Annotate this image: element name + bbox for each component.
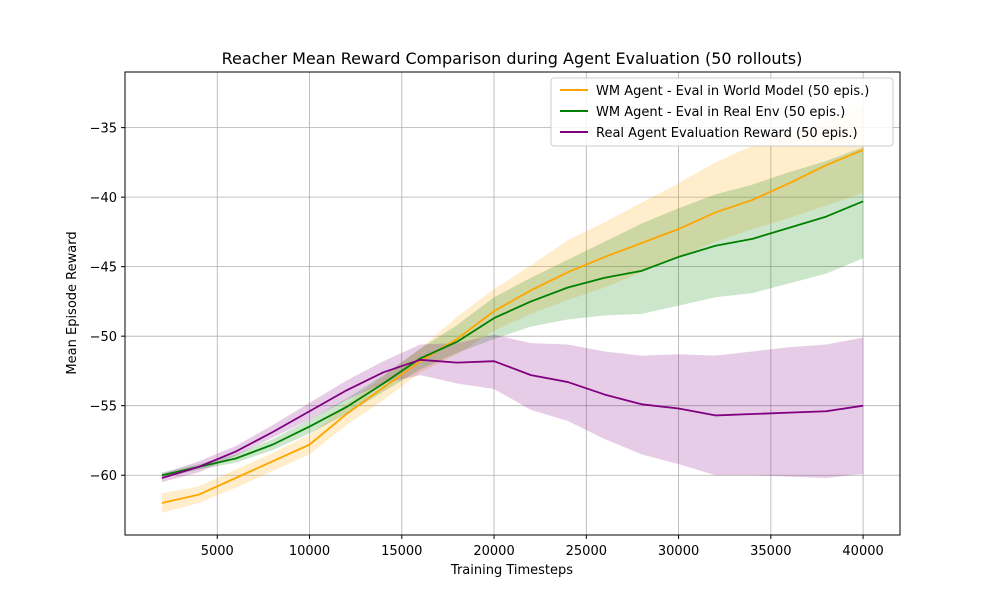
legend-box (550, 77, 894, 147)
x-tick-label: 5000 (201, 544, 234, 559)
y-tick-label: −45 (90, 261, 117, 276)
band-series-3 (161, 334, 864, 483)
series-lines (161, 149, 864, 504)
legend-label-3: Real Agent Evaluation Reward (50 epis.) (596, 126, 858, 141)
y-tick-label: −50 (90, 330, 117, 345)
legend: WM Agent - Eval in World Model (50 epis.… (550, 77, 894, 147)
y-tick-label: −60 (90, 469, 117, 484)
x-tick-label: 30000 (658, 544, 699, 559)
legend-label-2: WM Agent - Eval in Real Env (50 epis.) (596, 105, 845, 120)
x-tick-label: 15000 (381, 544, 422, 559)
x-tick-label: 25000 (566, 544, 607, 559)
line-series-3 (161, 358, 864, 479)
line-series-1 (161, 149, 864, 504)
y-tick-label: −40 (90, 191, 117, 206)
chart-title: Reacher Mean Reward Comparison during Ag… (222, 49, 803, 68)
x-tick-label: 40000 (842, 544, 883, 559)
x-tick-label: 20000 (473, 544, 514, 559)
x-tick-label: 35000 (750, 544, 791, 559)
x-axis-ticks: 5000 10000 15000 20000 25000 30000 35000 40000 (201, 535, 884, 559)
y-tick-label: −35 (90, 122, 117, 137)
legend-label-1: WM Agent - Eval in World Model (50 epis.… (596, 84, 869, 99)
line-series-2 (161, 200, 864, 477)
band-series-2 (161, 147, 864, 478)
x-axis-label: Training Timesteps (450, 563, 573, 578)
plot-frame (124, 71, 901, 536)
y-axis-label: Mean Episode Reward (65, 231, 80, 374)
y-axis-ticks: −60 −55 −50 −45 −40 −35 (90, 122, 125, 484)
x-tick-label: 10000 (289, 544, 330, 559)
y-tick-label: −55 (90, 400, 117, 415)
